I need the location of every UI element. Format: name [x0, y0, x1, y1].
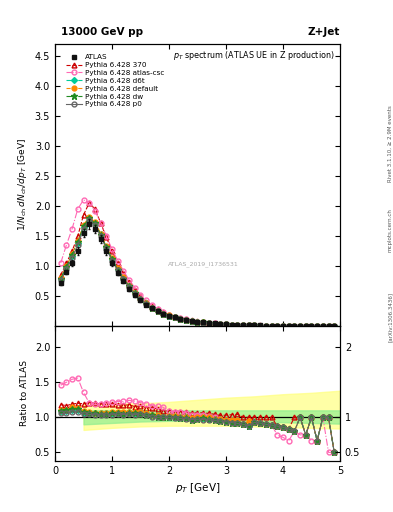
X-axis label: $p_T$ [GeV]: $p_T$ [GeV] — [175, 481, 220, 495]
Text: Z+Jet: Z+Jet — [308, 27, 340, 37]
Text: ATLAS_2019_I1736531: ATLAS_2019_I1736531 — [168, 261, 239, 267]
Text: $p_T$ spectrum (ATLAS UE in Z production): $p_T$ spectrum (ATLAS UE in Z production… — [173, 49, 334, 62]
Text: [arXiv:1306.3436]: [arXiv:1306.3436] — [388, 292, 393, 343]
Text: Rivet 3.1.10, ≥ 2.9M events: Rivet 3.1.10, ≥ 2.9M events — [388, 105, 393, 182]
Text: 13000 GeV pp: 13000 GeV pp — [61, 27, 143, 37]
Y-axis label: Ratio to ATLAS: Ratio to ATLAS — [20, 360, 29, 426]
Text: mcplots.cern.ch: mcplots.cern.ch — [388, 208, 393, 252]
Y-axis label: $1/N_{\rm ch}\,dN_{\rm ch}/dp_T$ [GeV]: $1/N_{\rm ch}\,dN_{\rm ch}/dp_T$ [GeV] — [16, 138, 29, 231]
Legend: ATLAS, Pythia 6.428 370, Pythia 6.428 atlas-csc, Pythia 6.428 d6t, Pythia 6.428 : ATLAS, Pythia 6.428 370, Pythia 6.428 at… — [64, 53, 165, 109]
